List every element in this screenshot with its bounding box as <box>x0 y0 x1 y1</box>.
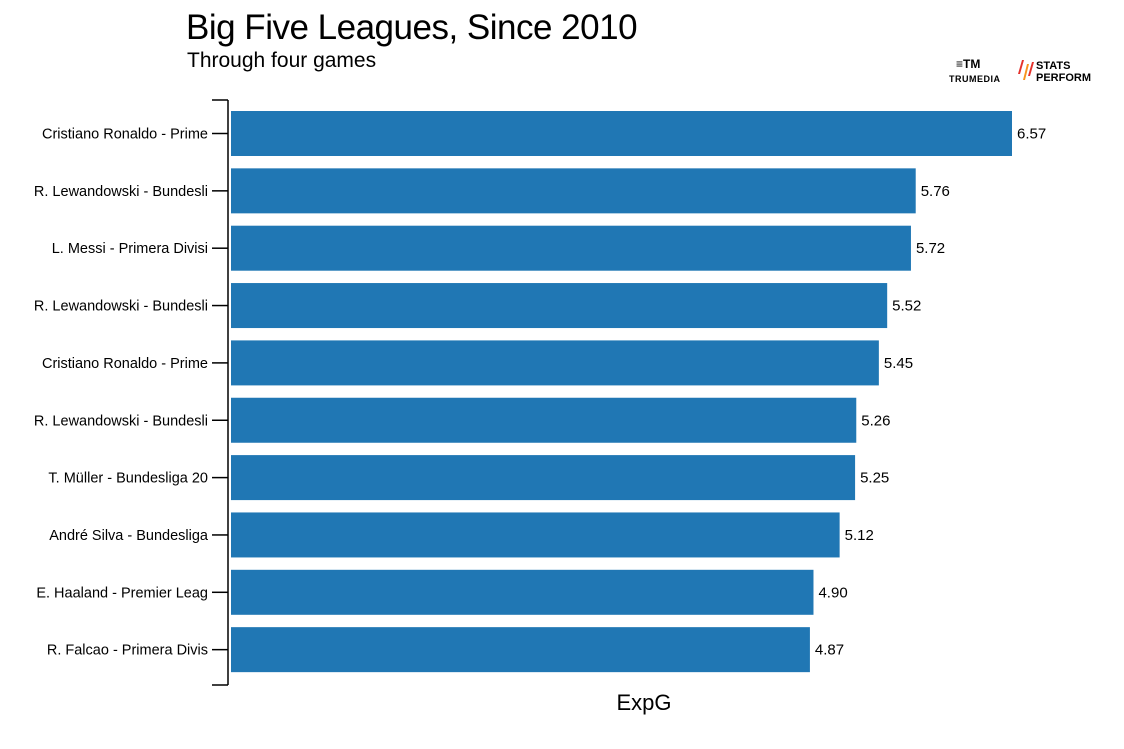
y-tick-label: R. Lewandowski - Bundesli <box>34 299 208 315</box>
bar-value-label: 5.12 <box>845 527 874 544</box>
bar <box>231 627 810 673</box>
bar-value-label: 5.26 <box>861 412 890 429</box>
bar <box>231 340 879 386</box>
y-tick-label: Cristiano Ronaldo - Prime <box>42 356 208 372</box>
bar-value-label: 5.25 <box>860 470 889 487</box>
bar-value-label: 6.57 <box>1017 126 1046 143</box>
bar <box>231 569 814 615</box>
chart-title: Big Five Leagues, Since 2010 <box>186 8 638 47</box>
x-axis-label: ExpG <box>616 690 672 715</box>
bar <box>231 283 888 329</box>
logo-group: ≡TM TRUMEDIA STATS PERFORM <box>946 56 1096 86</box>
trumedia-logo: ≡TM TRUMEDIA <box>949 57 1001 84</box>
chart-subtitle: Through four games <box>187 49 377 72</box>
stats-perform-line1: STATS <box>1036 60 1070 72</box>
y-tick-label: André Silva - Bundesliga <box>49 528 209 544</box>
bar-value-label: 4.87 <box>815 642 844 659</box>
y-axis: Cristiano Ronaldo - Prime R. Lewandowski … <box>34 99 229 686</box>
y-tick-label: T. Müller - Bundesliga 20 <box>48 471 208 487</box>
trumedia-logo-mark: ≡TM <box>956 57 980 71</box>
y-tick-label: L. Messi - Primera Divisi <box>52 241 208 257</box>
bar <box>231 168 916 214</box>
bar-value-label: 5.45 <box>884 355 913 372</box>
y-tick-label: R. Lewandowski - Bundesli <box>34 184 208 200</box>
y-tick-label: R. Falcao - Primera Divis <box>47 643 208 659</box>
stats-perform-logo: STATS PERFORM <box>1018 60 1091 84</box>
trumedia-logo-label: TRUMEDIA <box>949 74 1001 84</box>
bar <box>231 512 840 558</box>
y-tick-label: R. Lewandowski - Bundesli <box>34 413 208 429</box>
stats-perform-line2: PERFORM <box>1036 72 1091 84</box>
y-tick-label: Cristiano Ronaldo - Prime <box>42 127 208 143</box>
bar <box>231 111 1012 156</box>
bar-value-label: 4.90 <box>818 584 847 601</box>
y-tick-label: E. Haaland - Premier Leag <box>36 585 208 601</box>
bar <box>231 455 856 501</box>
bar-value-label: 5.72 <box>916 240 945 257</box>
bars-layer: 6.57 5.76 5.72 5.52 5.45 5.26 5.25 5.12 4.90 4.87 <box>231 111 1046 673</box>
stats-perform-mark-icon <box>1018 60 1034 80</box>
bar-value-label: 5.52 <box>892 298 921 315</box>
bar-value-label: 5.76 <box>921 183 950 200</box>
bar <box>231 397 857 443</box>
bar <box>231 225 911 271</box>
